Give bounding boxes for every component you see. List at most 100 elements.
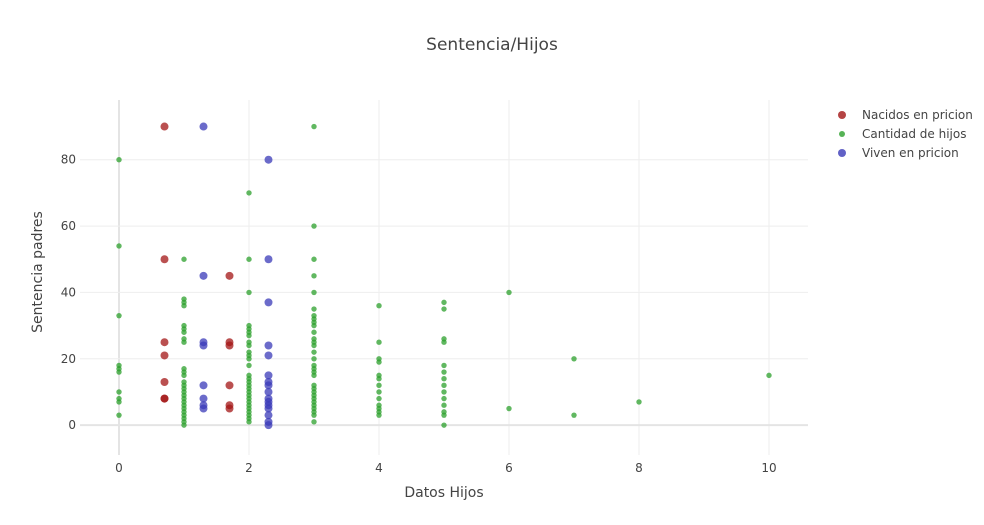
data-point[interactable]	[264, 298, 273, 307]
y-tick-label: 40	[61, 285, 76, 299]
data-point[interactable]	[441, 402, 447, 408]
data-point[interactable]	[311, 329, 317, 335]
data-point[interactable]	[199, 404, 208, 413]
data-point[interactable]	[441, 362, 447, 369]
data-point[interactable]	[311, 349, 317, 355]
data-point[interactable]	[311, 306, 317, 312]
data-point[interactable]	[506, 405, 512, 412]
data-point[interactable]	[225, 404, 234, 413]
data-point[interactable]	[376, 412, 382, 418]
data-point[interactable]	[225, 271, 234, 280]
data-point[interactable]	[311, 419, 317, 425]
y-tick-label: 80	[61, 153, 76, 167]
data-point[interactable]	[571, 356, 577, 362]
data-point[interactable]	[441, 412, 447, 418]
data-point[interactable]	[246, 332, 252, 339]
data-point[interactable]	[264, 387, 273, 396]
data-point[interactable]	[311, 412, 317, 418]
data-point[interactable]	[160, 351, 169, 360]
data-point[interactable]	[311, 256, 317, 262]
data-point[interactable]	[264, 341, 273, 350]
data-point[interactable]	[246, 256, 252, 262]
data-point[interactable]	[311, 322, 317, 329]
data-point[interactable]	[264, 351, 273, 360]
data-point[interactable]	[311, 273, 317, 279]
data-point[interactable]	[441, 375, 447, 382]
data-point[interactable]	[264, 255, 273, 264]
data-point[interactable]	[311, 356, 317, 362]
data-point[interactable]	[160, 255, 169, 264]
data-point[interactable]	[246, 356, 252, 362]
data-point[interactable]	[441, 306, 447, 312]
data-point[interactable]	[199, 122, 208, 131]
data-point[interactable]	[160, 338, 169, 347]
data-point[interactable]	[376, 395, 382, 402]
data-point[interactable]	[441, 299, 447, 306]
data-point[interactable]	[441, 389, 447, 395]
data-point[interactable]	[225, 341, 234, 350]
data-point[interactable]	[264, 411, 273, 420]
data-point[interactable]	[116, 312, 122, 319]
data-point[interactable]	[636, 399, 642, 405]
data-point[interactable]	[441, 339, 447, 345]
data-point[interactable]	[441, 369, 447, 375]
data-point[interactable]	[116, 157, 122, 163]
data-point[interactable]	[160, 122, 169, 131]
data-point[interactable]	[376, 359, 382, 365]
data-point[interactable]	[181, 256, 187, 262]
data-point[interactable]	[246, 190, 252, 196]
data-point[interactable]	[246, 419, 252, 425]
x-tick-label: 2	[245, 461, 253, 475]
data-point[interactable]	[225, 381, 234, 390]
legend[interactable]: Nacidos en pricion Cantidad de hijos Viv…	[838, 108, 973, 160]
legend-label-viven-en-pricion: Viven en pricion	[862, 146, 959, 160]
data-point[interactable]	[246, 362, 252, 369]
data-point[interactable]	[160, 394, 169, 403]
data-point[interactable]	[376, 339, 382, 345]
data-point[interactable]	[441, 422, 447, 428]
legend-item-cantidad-de-hijos[interactable]: Cantidad de hijos	[839, 127, 966, 141]
data-point[interactable]	[571, 412, 577, 418]
data-point[interactable]	[199, 271, 208, 280]
legend-item-viven-en-pricion[interactable]: Viven en pricion	[838, 146, 959, 160]
data-point[interactable]	[181, 329, 187, 335]
data-point[interactable]	[246, 289, 252, 296]
data-point[interactable]	[181, 372, 187, 379]
legend-item-nacidos-en-pricion[interactable]: Nacidos en pricion	[838, 108, 973, 122]
data-point[interactable]	[376, 303, 382, 309]
data-point[interactable]	[199, 394, 208, 403]
data-point[interactable]	[181, 422, 187, 428]
data-point[interactable]	[116, 399, 122, 405]
data-point[interactable]	[311, 223, 317, 229]
data-point[interactable]	[116, 369, 122, 375]
data-point[interactable]	[376, 382, 382, 389]
data-point[interactable]	[264, 421, 273, 430]
data-point[interactable]	[376, 389, 382, 395]
data-point[interactable]	[441, 395, 447, 402]
data-point[interactable]	[160, 378, 169, 387]
data-point[interactable]	[116, 243, 122, 249]
data-point[interactable]	[246, 342, 252, 349]
data-point[interactable]	[311, 372, 317, 379]
data-point[interactable]	[376, 375, 382, 382]
data-point[interactable]	[311, 342, 317, 349]
data-point[interactable]	[264, 155, 273, 164]
data-point[interactable]	[199, 341, 208, 350]
data-point[interactable]	[441, 382, 447, 389]
data-point[interactable]	[311, 289, 317, 296]
data-point[interactable]	[264, 404, 273, 413]
data-point[interactable]	[264, 371, 273, 380]
data-point[interactable]	[116, 389, 122, 395]
y-axis-ticks: 0 20 40 60 80	[61, 153, 76, 432]
data-point[interactable]	[116, 412, 122, 418]
data-point[interactable]	[181, 339, 187, 345]
data-point[interactable]	[264, 381, 273, 390]
data-point[interactable]	[766, 372, 772, 379]
data-point[interactable]	[506, 289, 512, 296]
data-point[interactable]	[199, 381, 208, 390]
data-point[interactable]	[311, 123, 317, 130]
legend-marker-viven-en-pricion	[838, 149, 846, 157]
x-axis-ticks: 0 2 4 6 8 10	[115, 461, 776, 475]
data-point[interactable]	[181, 303, 187, 309]
